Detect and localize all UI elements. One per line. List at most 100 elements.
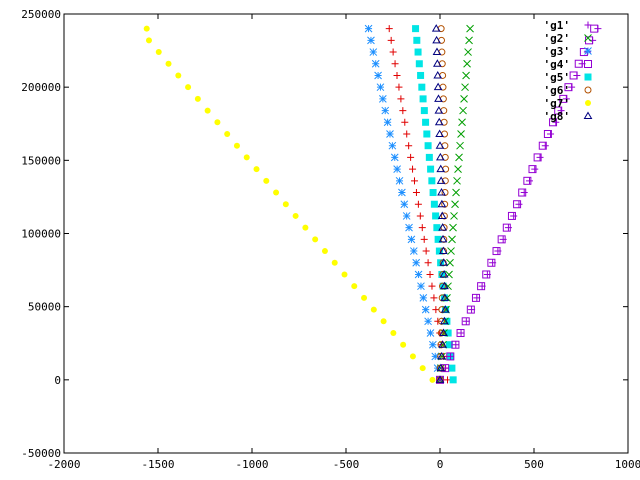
point-g8 <box>440 281 449 290</box>
x-tick-label: -500 <box>333 458 360 471</box>
point-g8 <box>436 363 446 372</box>
point-g8 <box>438 340 448 348</box>
point-red-plus <box>409 165 417 173</box>
point-g5 <box>430 200 438 208</box>
point-g5 <box>440 294 448 302</box>
point-g7 <box>253 166 260 173</box>
y-tick-label: 200000 <box>21 81 61 94</box>
legend-label: 'g8' <box>544 110 571 123</box>
x-tick-label: 0 <box>437 458 444 471</box>
point-g8 <box>438 223 448 231</box>
point-g1 <box>468 306 476 314</box>
legend-marker <box>583 111 593 119</box>
point-g3 <box>414 270 423 279</box>
point-red-plus <box>391 60 399 68</box>
point-g3 <box>412 258 421 267</box>
point-g3 <box>376 83 385 92</box>
point-g5 <box>439 282 447 290</box>
legend-marker <box>584 47 592 55</box>
point-g5 <box>434 235 442 243</box>
point-g1 <box>573 71 581 79</box>
point-g1 <box>504 224 512 232</box>
point-red-plus <box>399 107 407 115</box>
point-g1 <box>473 294 481 302</box>
point-g1 <box>531 165 539 173</box>
point-g1 <box>536 153 544 161</box>
point-g7 <box>419 365 426 372</box>
legend-label: 'g6' <box>544 84 571 97</box>
point-g1 <box>557 107 565 115</box>
point-g7 <box>380 318 387 325</box>
point-g5 <box>422 118 430 126</box>
point-g3 <box>419 294 428 302</box>
point-g5 <box>419 95 427 103</box>
point-g1 <box>447 352 455 360</box>
point-g5 <box>423 130 431 138</box>
point-g7 <box>390 330 397 337</box>
point-g7 <box>292 212 299 219</box>
point-g7 <box>214 119 221 126</box>
point-g3 <box>402 212 411 220</box>
point-red-plus <box>434 317 442 325</box>
legend-label: 'g4' <box>544 58 571 71</box>
point-g7 <box>204 107 211 114</box>
point-g2 <box>449 223 457 232</box>
point-g2 <box>447 247 455 255</box>
point-red-plus <box>412 189 420 197</box>
point-g5 <box>420 107 428 115</box>
point-g8 <box>437 199 447 208</box>
point-g8 <box>440 293 450 301</box>
point-red-plus <box>389 48 397 56</box>
point-g1 <box>594 25 602 33</box>
point-g3 <box>390 153 399 162</box>
point-g7 <box>429 376 436 383</box>
point-red-plus <box>401 118 409 126</box>
point-g3 <box>367 36 375 45</box>
point-g7 <box>185 84 192 91</box>
point-g2 <box>466 24 474 33</box>
point-g2 <box>465 36 473 45</box>
point-g7 <box>224 130 231 137</box>
point-g7 <box>351 283 358 290</box>
point-red-plus <box>430 294 438 302</box>
point-g5 <box>427 165 435 173</box>
point-red-plus <box>385 25 393 33</box>
point-g1 <box>515 200 523 208</box>
point-g7 <box>165 60 172 67</box>
point-g1 <box>483 270 491 278</box>
point-g3 <box>364 24 373 33</box>
point-g3 <box>400 200 409 209</box>
point-g3 <box>417 282 425 291</box>
point-g3 <box>426 329 435 337</box>
point-red-plus <box>424 259 432 267</box>
point-g3 <box>371 59 380 68</box>
x-tick-label: -2000 <box>47 458 80 471</box>
point-g8 <box>437 188 446 196</box>
point-g8 <box>435 141 445 149</box>
point-red-plus <box>403 130 411 138</box>
point-g2 <box>464 48 472 56</box>
point-g7 <box>341 271 348 278</box>
point-g7 <box>175 72 182 79</box>
point-g1 <box>562 95 570 103</box>
point-g2 <box>456 141 464 150</box>
point-g5 <box>424 142 432 150</box>
point-g8 <box>434 106 444 114</box>
x-tick-label: 500 <box>524 458 544 471</box>
point-g1 <box>541 142 549 150</box>
point-g8 <box>440 305 450 313</box>
point-g5 <box>448 364 456 372</box>
point-g2 <box>452 188 460 197</box>
point-g2 <box>455 153 463 162</box>
point-g8 <box>436 176 446 184</box>
point-red-plus <box>418 224 426 232</box>
point-g3 <box>386 130 394 138</box>
x-tick-label: -1000 <box>235 458 268 471</box>
point-red-plus <box>414 200 422 208</box>
legend-marker <box>584 21 592 29</box>
point-g8 <box>433 70 443 79</box>
point-g3 <box>388 141 397 150</box>
point-g7 <box>370 306 377 313</box>
point-g7 <box>233 142 240 149</box>
